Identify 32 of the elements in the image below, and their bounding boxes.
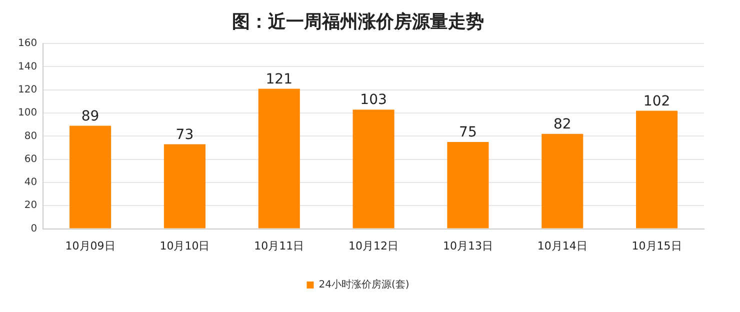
data-label: 89 (81, 108, 100, 124)
x-tick-label: 10月12日 (348, 239, 399, 252)
bar (352, 110, 394, 228)
data-label: 121 (266, 71, 292, 88)
y-tick-label: 20 (24, 200, 38, 212)
y-tick-label: 140 (18, 61, 38, 72)
y-tick-label: 80 (24, 130, 38, 142)
x-tick-label: 10月14日 (537, 239, 588, 252)
bar (70, 126, 112, 228)
bar (258, 88, 300, 228)
x-tick-label: 10月09日 (65, 239, 116, 252)
data-label: 102 (643, 93, 670, 110)
bar (636, 110, 678, 228)
bar (447, 142, 489, 228)
bar (164, 144, 206, 228)
x-tick-label: 10月11日 (254, 239, 304, 252)
legend-label: 24小时涨价房源(套) (318, 278, 410, 291)
y-tick-label: 0 (30, 223, 38, 234)
y-tick-label: 100 (18, 108, 38, 119)
y-tick-label: 40 (24, 177, 38, 188)
x-tick-label: 10月15日 (632, 239, 682, 252)
y-tick-label: 120 (18, 84, 38, 96)
bar (542, 134, 584, 228)
data-label: 75 (459, 124, 477, 141)
y-tick-label: 160 (18, 38, 38, 50)
data-label: 82 (553, 116, 572, 133)
data-label: 73 (176, 126, 194, 143)
data-label: 103 (360, 92, 387, 108)
chart-title: 图：近一周福州涨价房源量走势 (232, 11, 484, 32)
y-tick-label: 60 (24, 154, 38, 165)
x-tick-label: 10月13日 (442, 239, 493, 252)
x-tick-label: 10月10日 (160, 239, 210, 252)
